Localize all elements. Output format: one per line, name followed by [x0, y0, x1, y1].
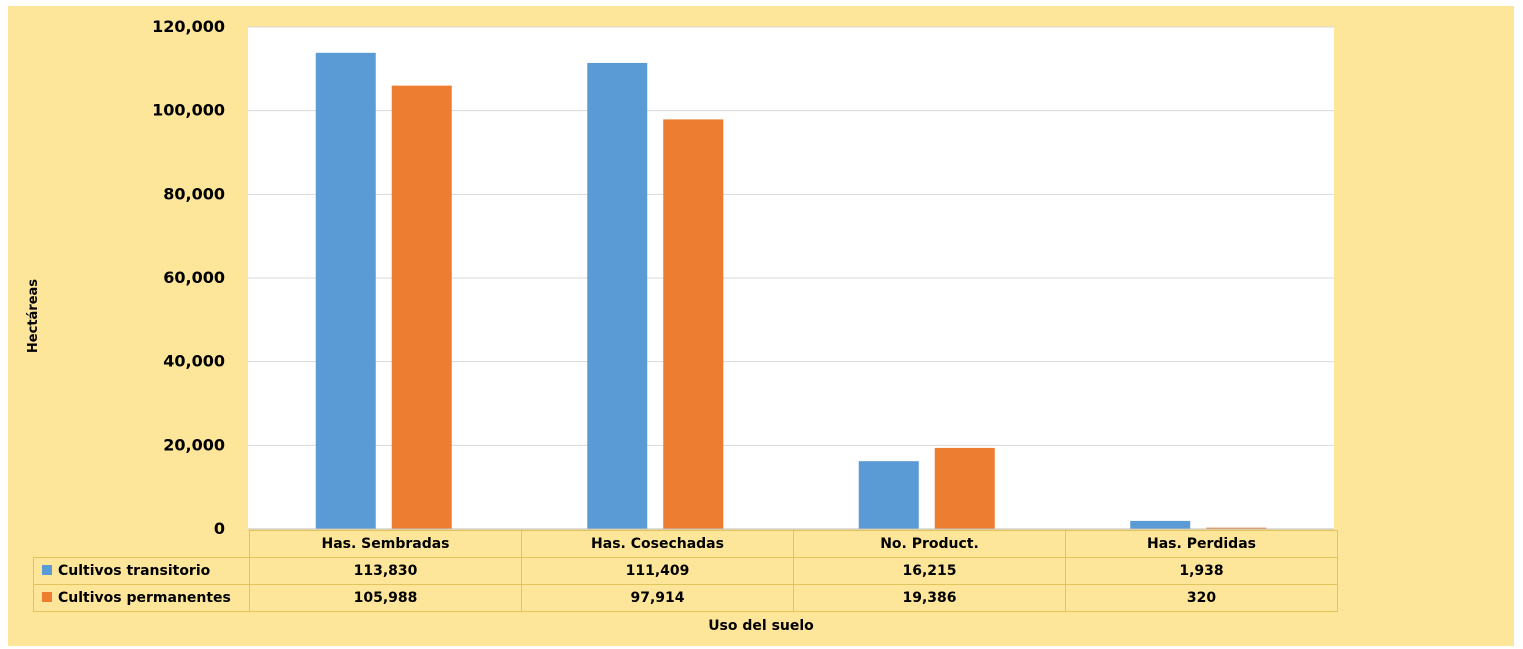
y-tick-label: 0: [214, 519, 225, 538]
data-label: 97,914: [521, 584, 794, 612]
data-table-row: Cultivos transitorio 113,830 111,409 16,…: [33, 557, 1338, 585]
data-table-corner: [34, 531, 250, 558]
bar: [587, 62, 648, 529]
bar: [1206, 527, 1267, 529]
chart-area: 0 20,000 40,000 60,000 80,000 100,000 120,000 …: [8, 6, 1514, 646]
category-label: No. Product.: [793, 530, 1066, 558]
data-label: 105,988: [249, 584, 522, 612]
y-tick-label: 80,000: [163, 184, 225, 203]
bar: [934, 447, 995, 529]
bar: [391, 85, 452, 529]
y-axis-label-wrap: Hectáreas: [20, 166, 44, 466]
series-legend-entry: Cultivos permanentes: [33, 584, 250, 612]
bar: [858, 461, 919, 529]
category-label: Has. Perdidas: [1065, 530, 1338, 558]
y-tick-label: 40,000: [163, 352, 225, 371]
data-table: Has. Sembradas Has. Cosechadas No. Produ…: [33, 530, 1338, 612]
category-label: Has. Sembradas: [249, 530, 522, 558]
series-name: Cultivos permanentes: [58, 590, 231, 606]
y-tick-label: 100,000: [152, 101, 225, 120]
bar: [663, 119, 724, 529]
x-axis-label: Uso del suelo: [708, 618, 814, 634]
data-label: 16,215: [793, 557, 1066, 585]
series-name: Cultivos transitorio: [58, 563, 211, 579]
y-axis-label: Hectáreas: [26, 278, 41, 354]
data-label: 320: [1065, 584, 1338, 612]
data-label: 1,938: [1065, 557, 1338, 585]
y-tick-label: 20,000: [163, 435, 225, 454]
category-label: Has. Cosechadas: [521, 530, 794, 558]
bar: [315, 52, 376, 530]
y-tick-label: 120,000: [152, 17, 225, 36]
legend-swatch-orange: [42, 592, 52, 602]
bar: [1130, 520, 1191, 529]
plot-svg: 0 20,000 40,000 60,000 80,000 100,000 120,000: [152, 17, 1334, 538]
data-table-row: Cultivos permanentes 105,988 97,914 19,3…: [33, 584, 1338, 612]
data-label: 113,830: [249, 557, 522, 585]
series-legend-entry: Cultivos transitorio: [33, 557, 250, 585]
legend-swatch-blue: [42, 565, 52, 575]
data-table-header-row: Has. Sembradas Has. Cosechadas No. Produ…: [34, 530, 1338, 558]
data-label: 19,386: [793, 584, 1066, 612]
data-label: 111,409: [521, 557, 794, 585]
y-tick-label: 60,000: [163, 268, 225, 287]
